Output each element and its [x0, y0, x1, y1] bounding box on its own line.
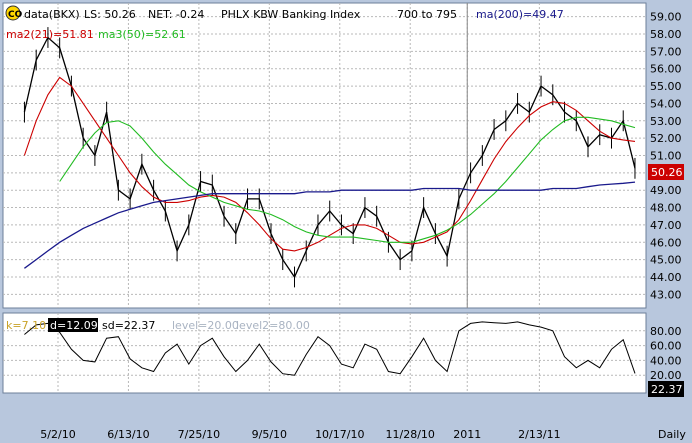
date-tick-label: 2011 [453, 428, 481, 441]
range-text: 700 to 795 [397, 8, 457, 21]
ma21-legend: ma2(21)=51.81 [6, 28, 94, 41]
oscillator-series [24, 321, 636, 376]
price-tick-label: 56.00 [650, 63, 682, 76]
ma200-legend: ma(200)=49.47 [476, 8, 564, 21]
price-tick-label: 51.00 [650, 150, 682, 163]
series-line-ma200 [24, 181, 636, 269]
osc-tick-label: 80.00 [650, 325, 682, 338]
series-line-ma50 [59, 116, 636, 243]
price-tick-label: 43.00 [650, 288, 682, 301]
price-series [23, 27, 636, 288]
index-name: PHLX KBW Banking Index [221, 8, 361, 21]
price-tick-label: 53.00 [650, 115, 682, 128]
osc-tick-label: 20.00 [650, 369, 682, 382]
last-price-tag [648, 164, 684, 180]
co-badge-label: CO [8, 10, 23, 20]
co-badge-icon [5, 5, 21, 21]
ma50-legend: ma3(50)=52.61 [98, 28, 186, 41]
date-tick-label: 5/2/10 [40, 428, 75, 441]
osc-tick-label: 60.00 [650, 340, 682, 353]
level-legend: level=20.00 [172, 319, 239, 332]
price-tick-label: 45.00 [650, 254, 682, 267]
last-price-label: 50.26 [651, 166, 683, 179]
series-line-osc [24, 321, 636, 376]
date-tick-label: 7/25/10 [178, 428, 220, 441]
d-legend-bg [48, 318, 98, 332]
d-legend: d=12.09 [50, 319, 98, 332]
oscillator-grid [3, 313, 646, 393]
periodicity-label: Daily [658, 428, 686, 441]
level2-legend: level2=80.00 [236, 319, 310, 332]
price-tick-label: 49.00 [650, 184, 682, 197]
last-value-text: LS: 50.26 [84, 8, 136, 21]
price-grid [3, 3, 646, 308]
price-tick-label: 54.00 [650, 97, 682, 110]
osc-tick-label: 40.00 [650, 354, 682, 367]
net-change-text: NET: -0.24 [148, 8, 204, 21]
k-legend: k=7.10 [6, 319, 46, 332]
price-tick-label: 48.00 [650, 202, 682, 215]
date-tick-label: 6/13/10 [107, 428, 149, 441]
date-axis: 5/2/10 6/13/10 7/25/10 9/5/10 10/17/10 11/28/… [40, 428, 560, 441]
series-line-ma21 [23, 76, 636, 252]
price-tick-label: 46.00 [650, 236, 682, 249]
price-tick-label: 52.00 [650, 132, 682, 145]
price-axis: 59.00 58.00 57.00 56.00 55.00 54.00 53.00 52.00… [650, 11, 682, 302]
symbol-text: data(BKX) [24, 8, 80, 21]
date-tick-label: 11/28/10 [386, 428, 435, 441]
sd-legend: sd=22.37 [102, 319, 155, 332]
price-tick-label: 58.00 [650, 28, 682, 41]
price-tick-label: 47.00 [650, 219, 682, 232]
price-tick-label: 55.00 [650, 80, 682, 93]
last-osc-tag [648, 381, 684, 397]
date-tick-label: 2/13/11 [518, 428, 560, 441]
date-tick-label: 9/5/10 [252, 428, 287, 441]
last-osc-label: 22.37 [651, 383, 683, 396]
price-tick-label: 59.00 [650, 11, 682, 24]
price-tick-label: 57.00 [650, 45, 682, 58]
date-tick-label: 10/17/10 [315, 428, 364, 441]
price-tick-label: 44.00 [650, 271, 682, 284]
